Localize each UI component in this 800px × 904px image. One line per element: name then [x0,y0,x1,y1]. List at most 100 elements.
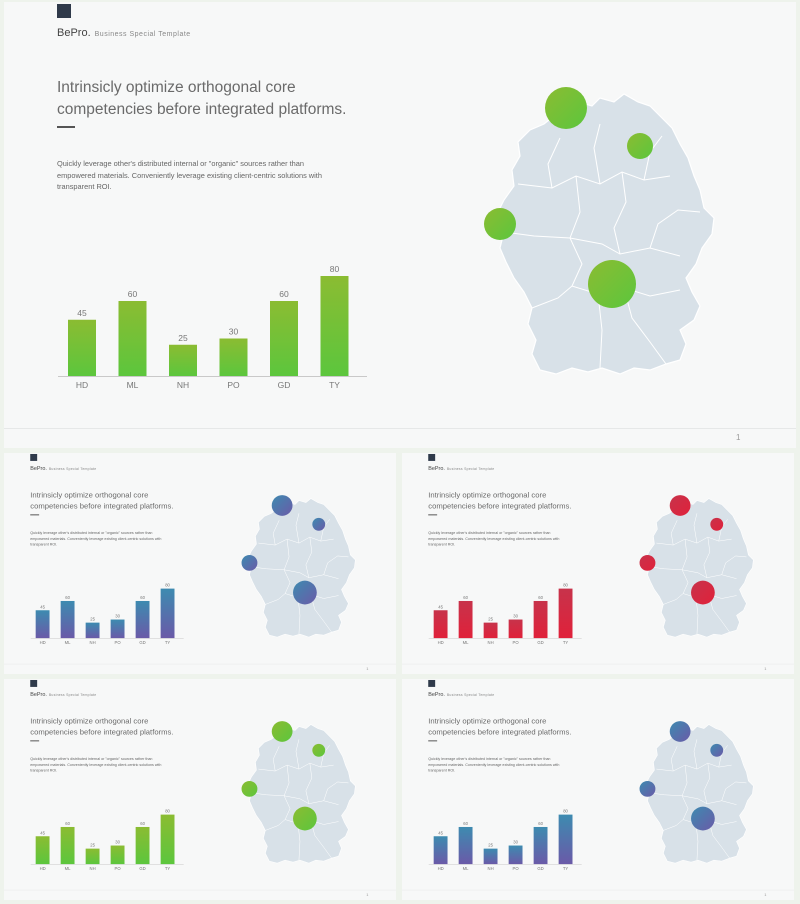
page-number: 1 [366,892,369,897]
bar-chart: 45 HD 60 ML 25 NH 30 PO 60 GD 80 TY [30,583,184,645]
bar-ml [60,600,75,639]
map-marker[interactable] [669,721,691,742]
map-marker[interactable] [710,743,724,757]
bar-chart: 45 HD 60 ML 25 NH 30 PO 60 GD 80 TY [58,264,367,390]
germany-outline [645,498,754,638]
state-border [593,123,601,185]
map-marker[interactable] [312,517,326,531]
category-tick-label: PO [227,380,240,390]
bar-ml [458,826,473,865]
map-marker[interactable] [669,495,691,516]
category-tick-label: ML [65,866,71,871]
brand-label: BePro. Business Special Template [30,465,96,471]
state-border [323,781,349,801]
map-marker[interactable] [691,806,715,831]
slide-body-text: Quickly leverage other's distributed int… [30,530,162,547]
bar-gd [135,600,150,639]
bar-po [508,619,523,639]
bar-gd [270,301,298,376]
brand-name: BePro. [428,465,445,472]
category-tick-label: HD [438,866,444,871]
category-tick-label: ML [127,380,139,390]
bar-value-label: 60 [463,595,468,600]
brand-label: BePro. Business Special Template [30,691,96,697]
bar-hd [35,610,50,639]
brand-subtitle: Business Special Template [48,467,97,471]
category-tick-label: NH [488,866,494,871]
brand-logo-square [428,679,436,687]
category-tick-label: NH [90,866,96,871]
bar-value-label: 80 [563,809,568,814]
bar-value-label: 25 [178,333,188,343]
slide-thumbnail-red[interactable]: BePro. Business Special Template Intrinsi… [402,453,794,674]
slide-main[interactable]: BePro. Business Special Template Intrinsi… [4,2,796,448]
state-border [305,763,313,804]
map-marker[interactable] [484,208,516,240]
map-marker[interactable] [710,517,724,531]
bar-value-label: 45 [438,604,443,609]
category-tick-label: PO [513,640,520,645]
map-marker[interactable] [691,580,715,605]
slide-thumbnail-green[interactable]: BePro. Business Special Template Intrinsi… [4,679,396,900]
page-number: 1 [764,666,767,671]
state-border [708,594,730,633]
category-tick-label: ML [463,866,469,871]
map-marker[interactable] [241,554,258,571]
map-marker[interactable] [639,554,656,571]
map-marker[interactable] [271,721,293,742]
map-marker[interactable] [241,780,258,797]
slide-headline: Intrinsicly optimize orthogonal core com… [428,717,572,737]
bar-value-label: 80 [165,583,170,588]
map-marker[interactable] [545,87,587,129]
category-tick-label: HD [76,380,88,390]
category-tick-label: GD [139,866,145,871]
slide-body-text: Quickly leverage other's distributed int… [57,159,322,191]
map-marker[interactable] [627,133,653,159]
bar-value-label: 60 [279,289,289,299]
map-marker[interactable] [271,495,293,516]
slide-headline: Intrinsicly optimize orthogonal core com… [30,491,174,511]
state-border [295,739,300,770]
bar-ty [558,814,573,865]
map-marker[interactable] [588,260,636,308]
category-tick-label: TY [165,640,171,645]
state-border [597,293,603,369]
bar-nh [85,622,100,639]
category-tick-label: GD [537,866,543,871]
map-marker[interactable] [312,743,326,757]
map-marker[interactable] [293,806,317,831]
germany-map [484,87,715,375]
bar-nh [169,344,197,376]
headline-divider [30,514,40,516]
brand-logo-square [30,453,38,461]
map-marker[interactable] [293,580,317,605]
map-marker[interactable] [639,780,656,797]
state-border [323,555,349,575]
category-tick-label: GD [537,640,543,645]
bar-chart: 45 HD 60 ML 25 NH 30 PO 60 GD 80 TY [30,809,184,871]
bar-nh [483,848,498,865]
state-border [703,537,711,578]
category-tick-label: NH [488,640,494,645]
category-tick-label: GD [278,380,291,390]
slide-thumbnail-blue-2[interactable]: BePro. Business Special Template Intrinsi… [402,679,794,900]
category-tick-label: HD [40,640,46,645]
category-tick-label: HD [40,866,46,871]
bar-value-label: 60 [140,821,145,826]
bar-value-label: 60 [140,595,145,600]
germany-map [241,495,356,638]
bar-ml [458,600,473,639]
state-border [695,823,699,861]
state-border [708,820,730,859]
bar-value-label: 80 [330,264,340,274]
brand-label: BePro. Business Special Template [428,465,494,471]
category-tick-label: PO [513,866,520,871]
category-tick-label: PO [115,640,122,645]
category-tick-label: NH [90,640,96,645]
category-tick-label: TY [329,380,340,390]
slide-thumbnail-blue-1[interactable]: BePro. Business Special Template Intrinsi… [4,453,396,674]
bar-gd [135,826,150,865]
bar-value-label: 25 [488,617,493,622]
bar-po [110,619,125,639]
state-border [721,781,747,801]
